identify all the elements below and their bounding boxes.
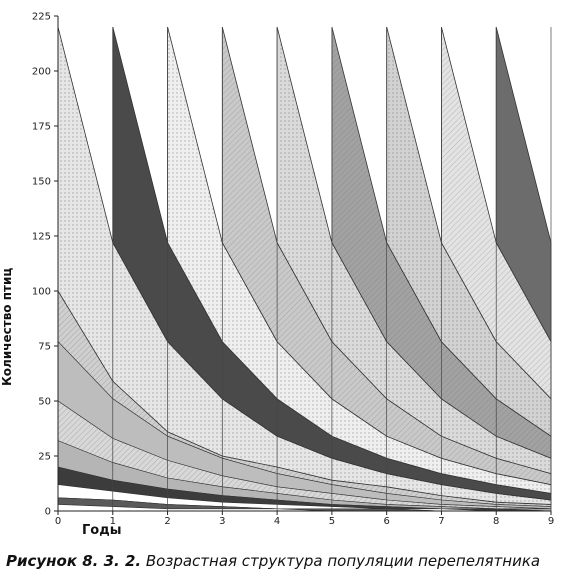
y-tick-label-100: 100 — [32, 287, 51, 298]
cohort-bands — [57, 26, 552, 512]
y-tick-label-225: 225 — [32, 12, 51, 23]
y-axis-title: Количество птиц — [0, 268, 14, 386]
x-tick-label-6: 6 — [383, 516, 389, 527]
axis-ticks: 0 25 50 75 100 125 150 175 200 225 0 1 2 3 4 5 6 7 8 9 — [32, 12, 554, 528]
x-tick-label-1: 1 — [110, 516, 116, 527]
y-tick-label-50: 50 — [38, 397, 51, 408]
x-tick-label-4: 4 — [274, 516, 280, 527]
cohort-band-texture-7 — [386, 27, 551, 437]
y-tick-label-25: 25 — [38, 452, 51, 463]
x-axis-title: Годы — [82, 523, 121, 538]
y-tick-label-175: 175 — [32, 122, 51, 133]
cohort-band-texture-1 — [58, 27, 551, 505]
figure-caption-number: Рисунок 8. 3. 2. — [6, 552, 142, 570]
y-tick-label-200: 200 — [32, 67, 51, 78]
x-tick-label-9: 9 — [548, 516, 554, 527]
figure-caption: Рисунок 8. 3. 2. Возрастная структура по… — [6, 552, 540, 570]
x-tick-label-5: 5 — [329, 516, 335, 527]
x-tick-label-8: 8 — [493, 516, 499, 527]
y-tick-label-75: 75 — [38, 342, 51, 353]
figure-caption-text: Возрастная структура популяции перепелят… — [141, 552, 541, 570]
cohort-band-texture-8 — [441, 27, 551, 399]
x-tick-label-2: 2 — [164, 516, 170, 527]
cohort-lines — [112, 27, 552, 511]
x-tick-label-3: 3 — [219, 516, 225, 527]
population-chart: 0 25 50 75 100 125 150 175 200 225 0 1 2 3 4 5 6 7 8 9 Годы… — [0, 12, 554, 539]
x-tick-label-0: 0 — [55, 516, 61, 527]
y-tick-label-0: 0 — [45, 507, 51, 518]
x-tick-label-7: 7 — [438, 516, 444, 527]
y-tick-label-125: 125 — [32, 232, 51, 243]
y-tick-label-150: 150 — [32, 177, 51, 188]
axes — [57, 16, 551, 512]
cohort-band-texture-3 — [167, 27, 551, 494]
